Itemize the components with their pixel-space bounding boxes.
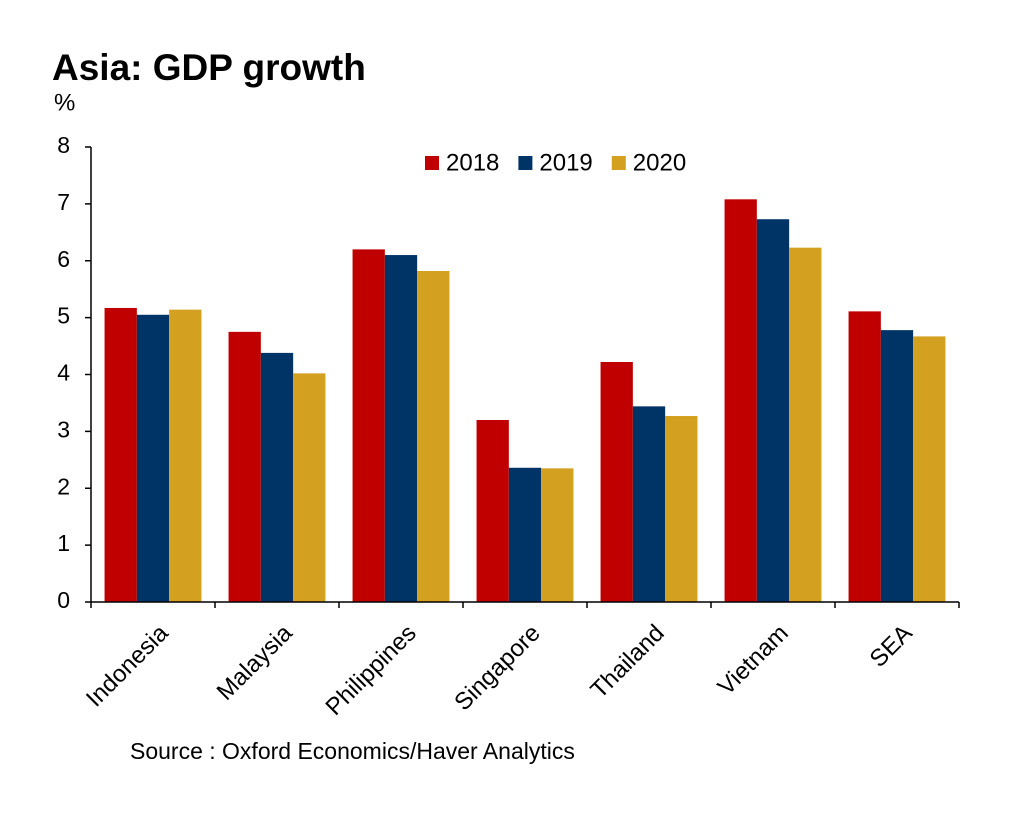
bar [789, 247, 822, 602]
bar [724, 199, 757, 602]
legend-swatch [425, 156, 439, 170]
bar [756, 219, 790, 602]
bar [508, 467, 542, 602]
y-tick-label: 1 [57, 530, 70, 556]
x-tick-label: SEA [865, 620, 918, 673]
bar [104, 307, 137, 602]
bar [848, 311, 881, 602]
bar [665, 416, 698, 602]
y-tick-label: 7 [57, 189, 70, 215]
bar [600, 361, 633, 602]
legend-label: 2020 [633, 149, 686, 176]
bar [541, 468, 574, 602]
y-tick-label: 8 [57, 132, 70, 158]
y-tick-label: 2 [57, 473, 70, 499]
bar [476, 420, 509, 602]
y-tick-label: 3 [57, 416, 70, 442]
source-note: Source : Oxford Economics/Haver Analytic… [130, 738, 575, 764]
x-tick-label: Thailand [586, 620, 670, 704]
legend-swatch [611, 156, 626, 170]
y-tick-label: 4 [57, 360, 70, 386]
legend-swatch [518, 156, 533, 170]
y-tick-label: 0 [57, 587, 70, 613]
bar [632, 406, 666, 602]
bar [417, 270, 450, 602]
bar [880, 330, 914, 602]
x-tick-label: Indonesia [81, 619, 174, 712]
bar [913, 336, 946, 602]
x-tick-label: Philippines [321, 620, 422, 721]
x-tick-label: Singapore [449, 620, 545, 716]
bar [352, 249, 385, 602]
bar [260, 352, 294, 602]
legend-label: 2018 [446, 149, 499, 176]
x-tick-label: Vietnam [713, 620, 794, 701]
bar [169, 309, 202, 602]
bar [293, 373, 326, 602]
bar [136, 314, 170, 602]
chart-title: Asia: GDP growth [52, 47, 366, 88]
y-axis-label: % [54, 89, 75, 116]
x-tick-label: Malaysia [212, 619, 299, 706]
y-tick-label: 6 [57, 246, 70, 272]
bar [384, 255, 418, 602]
bar [228, 331, 261, 602]
legend-label: 2019 [539, 149, 592, 176]
y-tick-label: 5 [57, 303, 70, 329]
